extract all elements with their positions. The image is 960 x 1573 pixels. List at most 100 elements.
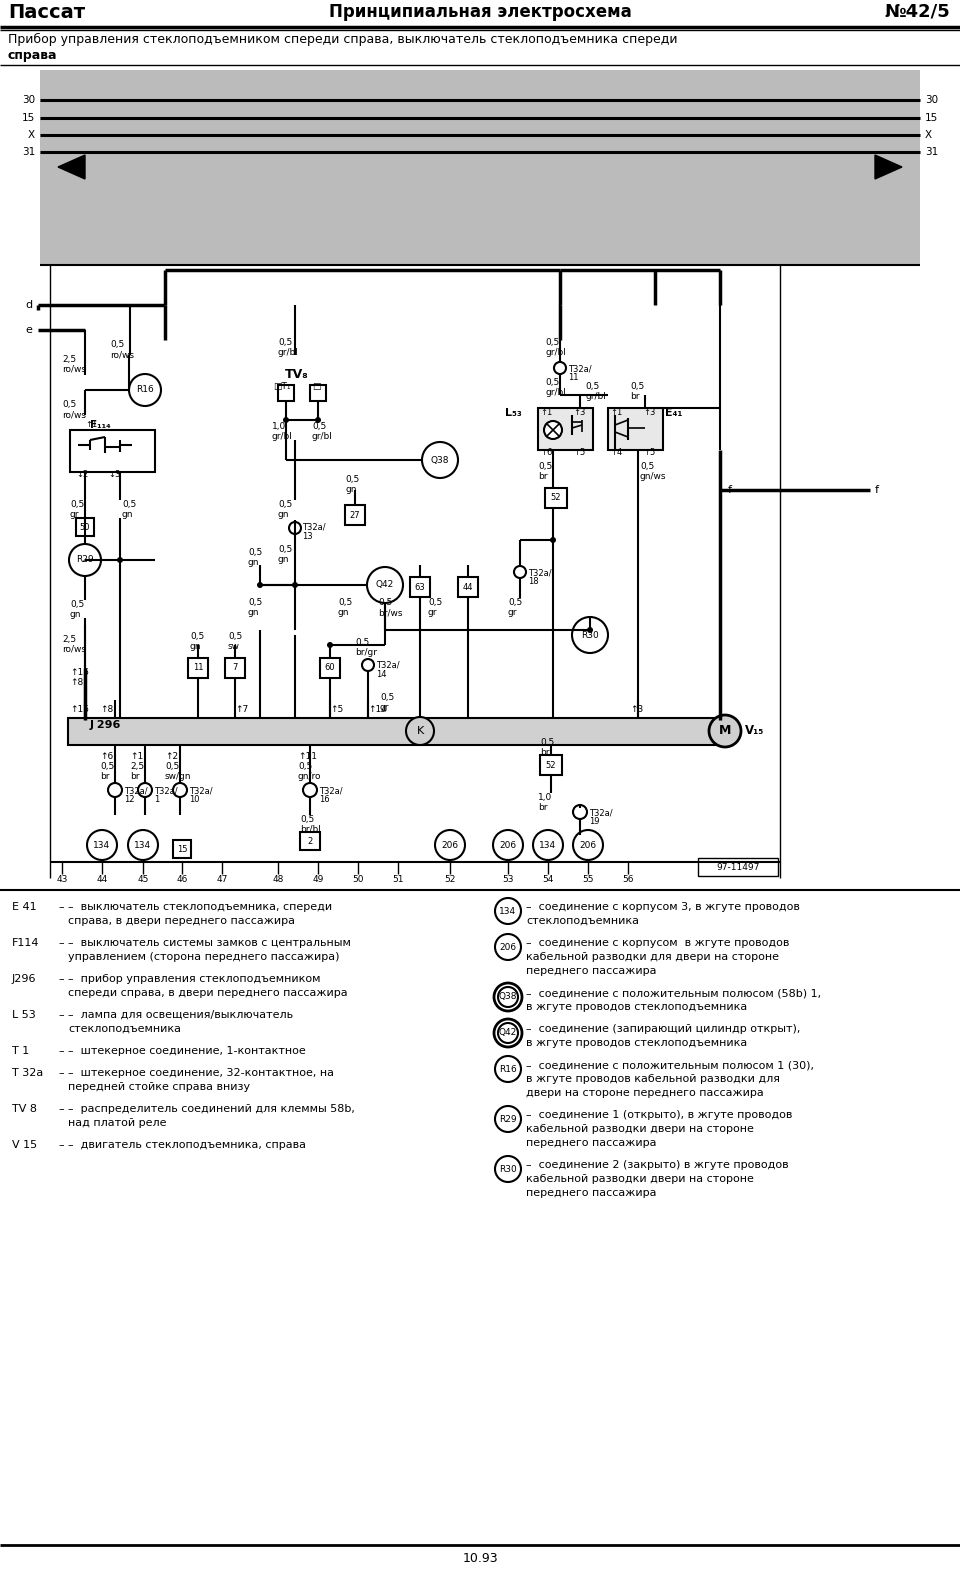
Text: ↑1: ↑1 — [85, 420, 97, 429]
Circle shape — [257, 582, 263, 588]
Bar — [545, 488, 567, 508]
Text: 63: 63 — [415, 582, 425, 591]
Circle shape — [292, 582, 298, 588]
Text: 11: 11 — [193, 664, 204, 673]
Text: –  двигатель стеклоподъемника, справа: – двигатель стеклоподъемника, справа — [68, 1140, 306, 1150]
Circle shape — [572, 617, 608, 653]
Circle shape — [494, 1019, 522, 1048]
Polygon shape — [58, 156, 85, 179]
Text: –  соединение с положительным полюсом (58b) 1,: – соединение с положительным полюсом (58… — [526, 988, 821, 997]
Text: –  соединение с корпусом 3, в жгуте проводов: – соединение с корпусом 3, в жгуте прово… — [526, 901, 800, 912]
Text: br/bl: br/bl — [300, 824, 321, 834]
Circle shape — [533, 831, 563, 860]
Text: 0,5: 0,5 — [312, 422, 326, 431]
Text: –: – — [58, 1104, 63, 1114]
Text: 206: 206 — [499, 840, 516, 849]
Circle shape — [315, 417, 321, 423]
Text: 52: 52 — [545, 760, 556, 769]
Text: 31: 31 — [22, 146, 35, 157]
Text: gn: gn — [278, 510, 290, 519]
Circle shape — [498, 986, 518, 1007]
Text: в жгуте проводов кабельной разводки для: в жгуте проводов кабельной разводки для — [526, 1074, 780, 1084]
Text: br: br — [130, 772, 139, 782]
Text: –  соединение с корпусом  в жгуте проводов: – соединение с корпусом в жгуте проводов — [526, 938, 789, 949]
Text: ↑6: ↑6 — [540, 448, 552, 458]
Circle shape — [367, 566, 403, 602]
Text: 0,5: 0,5 — [70, 500, 84, 510]
Bar — [538, 407, 593, 450]
Text: ↑3: ↑3 — [630, 705, 643, 714]
Text: sw: sw — [228, 642, 240, 651]
Circle shape — [587, 628, 593, 632]
Text: 0,5: 0,5 — [100, 761, 114, 771]
Bar — [310, 385, 326, 401]
Text: T32a/: T32a/ — [189, 786, 212, 794]
Circle shape — [573, 805, 587, 820]
Text: 0,5: 0,5 — [278, 338, 292, 348]
Text: gr: gr — [70, 510, 80, 519]
Text: –: – — [58, 1046, 63, 1055]
Text: 0,5: 0,5 — [538, 462, 552, 470]
Text: 15: 15 — [177, 845, 187, 854]
Text: 0,5: 0,5 — [278, 544, 292, 554]
Text: ↓3: ↓3 — [108, 470, 120, 480]
Text: –: – — [58, 901, 63, 912]
Text: –  лампа для освещения/выключатель: – лампа для освещения/выключатель — [68, 1010, 293, 1019]
Text: –  соединение 2 (закрыто) в жгуте проводов: – соединение 2 (закрыто) в жгуте проводо… — [526, 1159, 788, 1170]
Text: T32a/: T32a/ — [319, 786, 343, 794]
Circle shape — [495, 898, 521, 923]
Text: br: br — [100, 772, 109, 782]
Circle shape — [495, 1055, 521, 1082]
Text: –: – — [58, 1068, 63, 1078]
Text: T32a/: T32a/ — [568, 363, 591, 373]
Text: 12: 12 — [124, 794, 134, 804]
Text: в жгуте проводов стеклоподъемника: в жгуте проводов стеклоподъемника — [526, 1002, 747, 1011]
Text: –  штекерное соединение, 32-контактное, на: – штекерное соединение, 32-контактное, н… — [68, 1068, 334, 1078]
Text: ro/ws: ro/ws — [62, 645, 86, 654]
Text: gn/ro: gn/ro — [298, 772, 322, 782]
Text: F114: F114 — [12, 938, 39, 949]
Text: 0,5: 0,5 — [122, 500, 136, 510]
Text: J 296: J 296 — [90, 720, 121, 730]
Text: gr/bl: gr/bl — [278, 348, 299, 357]
Text: стеклоподъемника: стеклоподъемника — [526, 915, 639, 926]
Text: 43: 43 — [57, 875, 68, 884]
Bar — [608, 407, 663, 450]
Circle shape — [129, 374, 161, 406]
Text: 0,5: 0,5 — [640, 462, 655, 470]
Bar — [225, 658, 245, 678]
Text: sw/gn: sw/gn — [165, 772, 191, 782]
Text: V 15: V 15 — [12, 1140, 37, 1150]
Circle shape — [87, 831, 117, 860]
Circle shape — [495, 1106, 521, 1133]
Text: 0,5: 0,5 — [248, 598, 262, 607]
Text: gn: gn — [190, 642, 202, 651]
Text: gn: gn — [248, 558, 259, 566]
Text: T32a/: T32a/ — [124, 786, 148, 794]
Text: 134: 134 — [540, 840, 557, 849]
Text: 13: 13 — [302, 532, 313, 541]
Text: F₁₁₄: F₁₁₄ — [90, 420, 110, 429]
Text: 1,0: 1,0 — [272, 422, 286, 431]
Text: переднего пассажира: переднего пассажира — [526, 1188, 657, 1199]
Text: T32a/: T32a/ — [376, 661, 399, 670]
Text: f: f — [875, 484, 879, 495]
Text: ↑2: ↑2 — [165, 752, 179, 761]
Text: Q42: Q42 — [376, 580, 395, 590]
Text: 55: 55 — [583, 875, 593, 884]
Text: R30: R30 — [499, 1164, 516, 1173]
Text: gn: gn — [338, 609, 349, 617]
Text: R29: R29 — [499, 1115, 516, 1123]
Text: 16: 16 — [319, 794, 329, 804]
Text: L 53: L 53 — [12, 1010, 36, 1019]
Text: T32a/: T32a/ — [154, 786, 178, 794]
Bar — [40, 71, 920, 264]
Text: gr: gr — [508, 609, 517, 617]
Text: 52: 52 — [551, 494, 562, 502]
Text: T32a/: T32a/ — [302, 522, 325, 532]
Text: 47: 47 — [216, 875, 228, 884]
Text: 0,5: 0,5 — [355, 639, 370, 647]
Bar — [278, 385, 294, 401]
Bar — [300, 832, 320, 849]
Text: 11: 11 — [568, 373, 579, 382]
